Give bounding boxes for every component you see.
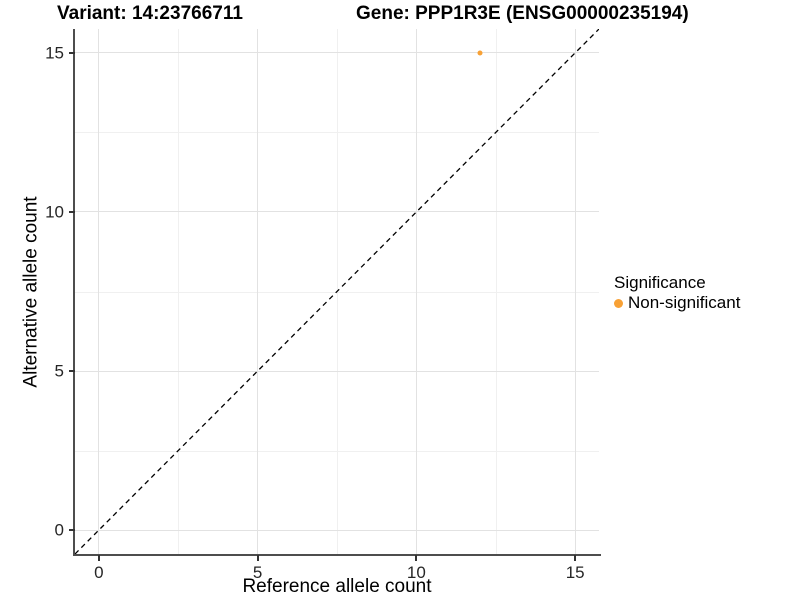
x-tick-mark <box>256 555 259 561</box>
x-tick-label: 0 <box>94 563 104 582</box>
x-axis-line <box>73 554 601 556</box>
y-tick-label: 15 <box>45 43 64 63</box>
plot-title-gene: Gene: PPP1R3E (ENSG00000235194) <box>356 3 689 24</box>
x-tick-mark <box>574 555 577 561</box>
x-tick-mark <box>97 555 100 561</box>
identity-line <box>75 29 599 554</box>
gridline-minor-horizontal <box>75 450 599 452</box>
y-tick-label: 5 <box>54 361 64 381</box>
y-axis-line <box>73 29 75 556</box>
gridline-minor-horizontal <box>75 132 599 134</box>
gridline-major-horizontal <box>75 211 599 213</box>
data-point <box>477 50 483 56</box>
plot-panel <box>75 29 599 554</box>
gridline-major-vertical <box>257 29 259 554</box>
gridline-major-horizontal <box>75 529 599 531</box>
y-tick-mark <box>69 370 75 373</box>
y-tick-mark <box>69 529 75 532</box>
legend-title: Significance <box>614 273 706 292</box>
legend-point-icon <box>614 298 623 308</box>
legend: Significance Non-significant <box>614 273 740 313</box>
x-tick-mark <box>415 555 418 561</box>
y-tick-label: 10 <box>45 202 64 222</box>
gridline-major-horizontal <box>75 52 599 54</box>
x-tick-label: 10 <box>406 563 426 582</box>
y-axis-title: Alternative allele count <box>21 195 43 388</box>
gridline-major-vertical <box>98 29 100 554</box>
legend-item-label: Non-significant <box>628 293 741 312</box>
plot-title-variant: Variant: 14:23766711 <box>57 3 243 24</box>
x-axis-title: Reference allele count <box>242 576 432 597</box>
gridline-major-horizontal <box>75 370 599 372</box>
legend-item: Non-significant <box>614 293 740 313</box>
gridline-major-vertical <box>574 29 576 554</box>
y-tick-mark <box>69 51 75 54</box>
y-tick-mark <box>69 210 75 213</box>
gridline-major-vertical <box>415 29 417 554</box>
x-tick-label: 15 <box>565 563 585 582</box>
x-tick-label: 5 <box>252 563 263 582</box>
y-tick-label: 0 <box>54 520 64 540</box>
